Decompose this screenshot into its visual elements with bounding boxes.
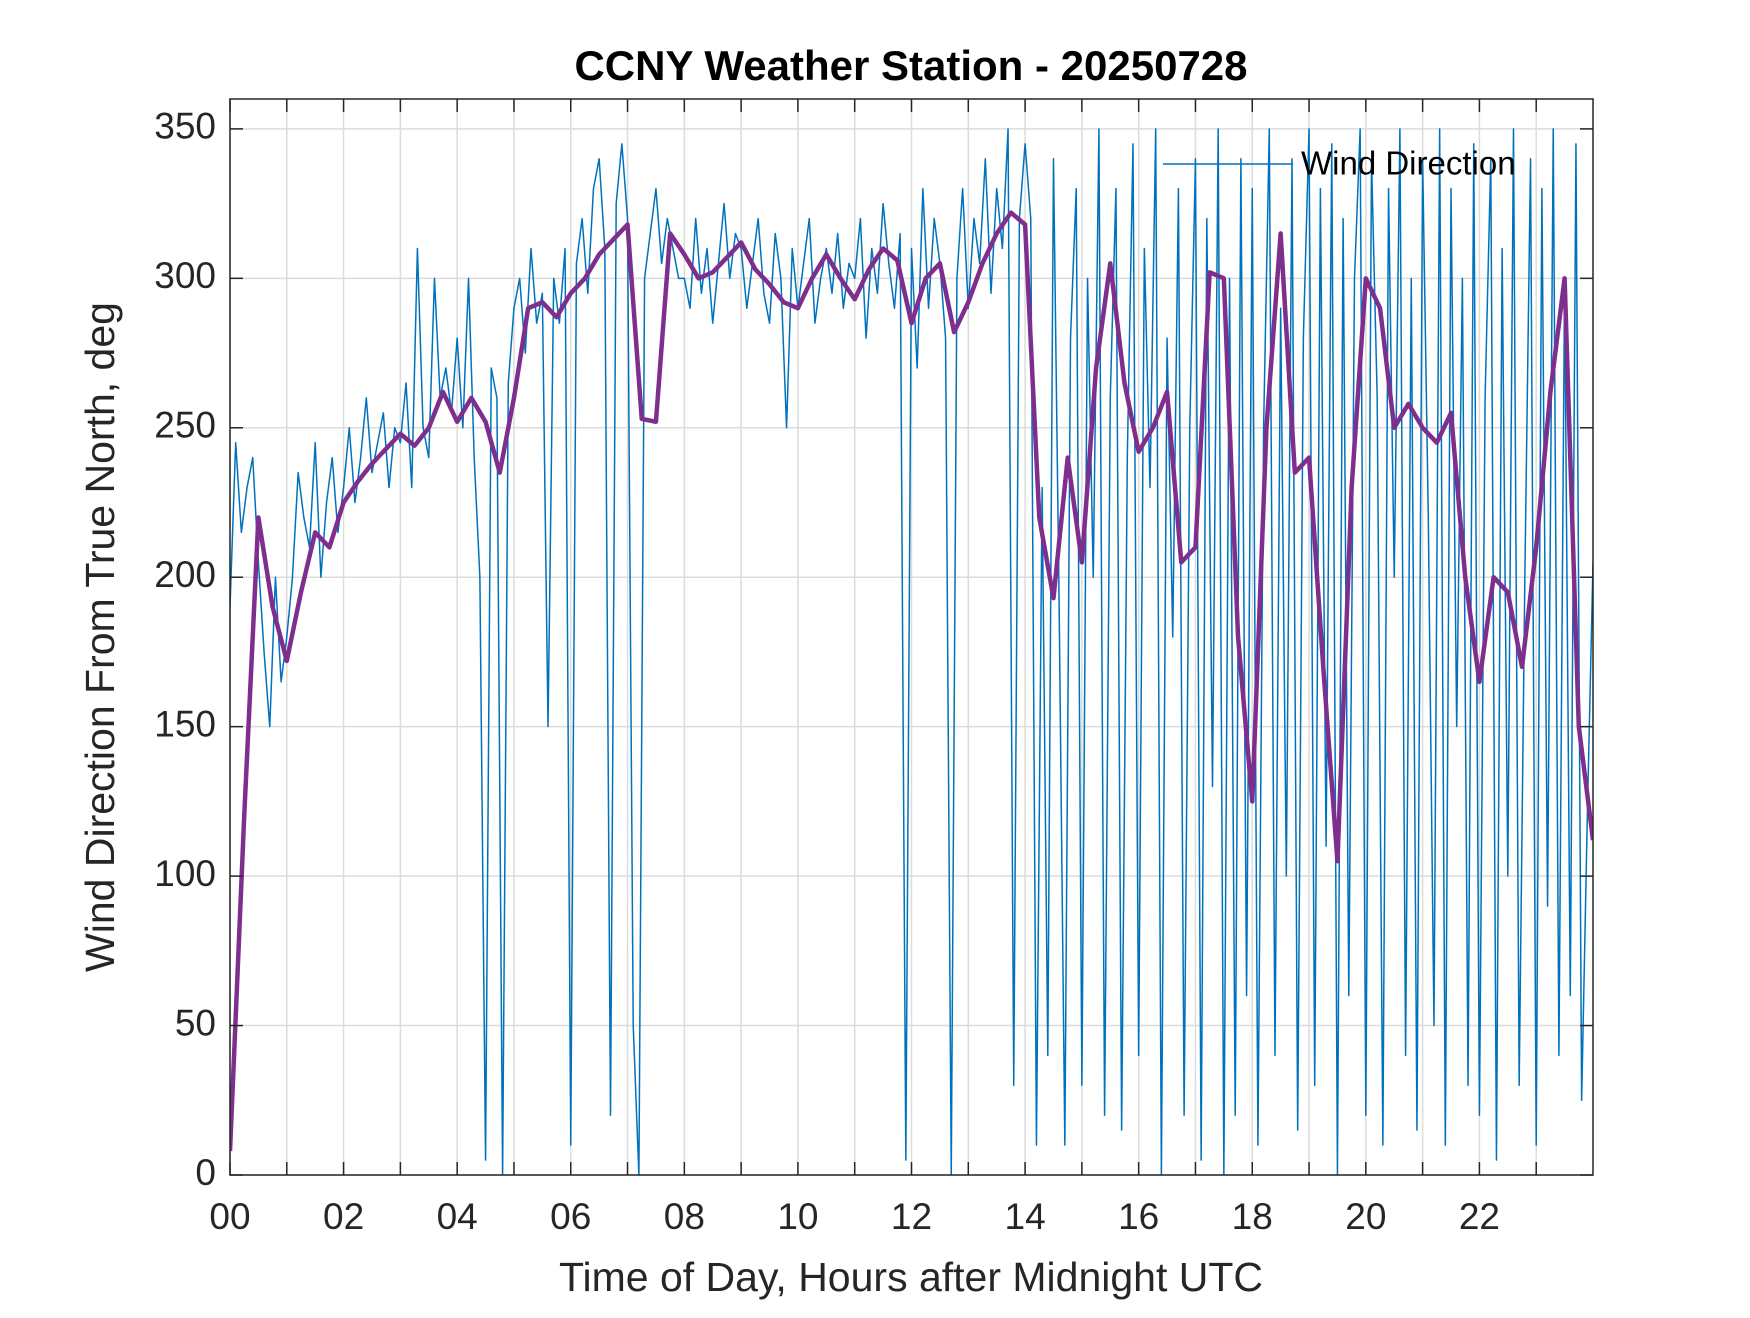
y-tick-label: 0: [195, 1152, 216, 1193]
x-tick-label: 12: [891, 1196, 932, 1237]
y-tick-label: 350: [154, 106, 216, 147]
y-tick-label: 50: [175, 1002, 216, 1043]
y-tick-label: 250: [154, 405, 216, 446]
legend-label: Wind Direction: [1301, 145, 1516, 182]
x-tick-label: 18: [1232, 1196, 1273, 1237]
y-tick-label: 300: [154, 255, 216, 296]
axes-box: [229, 98, 1594, 1176]
axes: 0 50 100 150 200 250 300 350 00 02 04 06 08 10 12 14 16 1…: [154, 98, 1594, 1237]
x-tick-label: 10: [777, 1196, 818, 1237]
x-tick-label: 14: [1005, 1196, 1046, 1237]
y-tick-label: 150: [154, 703, 216, 744]
data-line: [230, 128, 1593, 1175]
x-tick-label: 22: [1459, 1196, 1500, 1237]
y-tick-label: 100: [154, 853, 216, 894]
x-tick-label: 06: [550, 1196, 591, 1237]
x-axis-label: Time of Day, Hours after Midnight UTC: [559, 1254, 1263, 1300]
data-line: [230, 210, 1593, 1152]
x-tick-label: 02: [323, 1196, 364, 1237]
x-tick-label: 00: [209, 1196, 250, 1237]
x-tick-label: 04: [437, 1196, 478, 1237]
y-axis-label: Wind Direction From True North, deg: [77, 302, 123, 972]
chart-title: CCNY Weather Station - 20250728: [574, 42, 1247, 89]
lines: [230, 128, 1593, 1175]
x-tick-label: 08: [664, 1196, 705, 1237]
y-tick-label: 200: [154, 554, 216, 595]
x-tick-label: 20: [1345, 1196, 1386, 1237]
x-tick-label: 16: [1118, 1196, 1159, 1237]
